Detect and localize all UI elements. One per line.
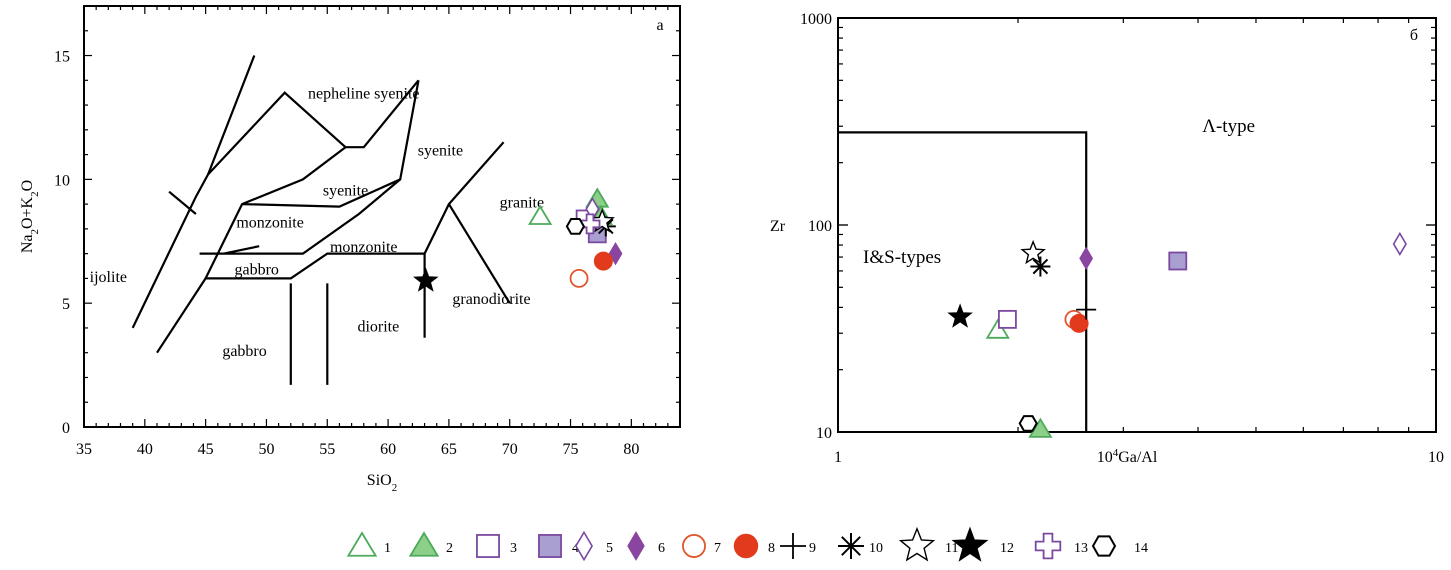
field-boundaries bbox=[838, 131, 1088, 432]
symbol-legend: 1 2 3 4 5 6 7 8 9 10 11 12 13 14 bbox=[346, 526, 1148, 562]
legend-open-diamond-marker bbox=[575, 530, 593, 562]
legend-label: 14 bbox=[1134, 541, 1148, 556]
x-tick-label: 35 bbox=[76, 441, 92, 458]
y-tick-label: 1000 bbox=[800, 11, 832, 28]
x-axis-label: SiO2 bbox=[367, 472, 397, 494]
field-label: granite bbox=[500, 195, 544, 212]
legend-open-hexagon-marker bbox=[1091, 535, 1117, 557]
legend-label: 7 bbox=[714, 541, 721, 556]
field-boundary-line bbox=[242, 80, 420, 208]
legend-label: 2 bbox=[446, 541, 453, 556]
legend-label: 10 bbox=[869, 541, 883, 556]
filled-circle-marker bbox=[593, 251, 613, 271]
field-boundaries bbox=[131, 55, 511, 385]
filled-square-marker bbox=[1168, 251, 1188, 271]
filled-star-marker bbox=[413, 267, 439, 292]
legend-filled-star-marker bbox=[951, 526, 989, 562]
x-tick-label: 40 bbox=[137, 441, 153, 458]
field-boundary-line bbox=[447, 203, 511, 304]
legend-filled-square-marker bbox=[538, 534, 562, 558]
legend-filled-triangle-marker bbox=[408, 531, 440, 557]
legend-label: 8 bbox=[768, 541, 775, 556]
field-boundary-line bbox=[204, 146, 347, 279]
filled-circle-marker bbox=[1069, 313, 1089, 333]
field-boundary-line bbox=[199, 178, 401, 255]
y-tick-label: 5 bbox=[62, 296, 70, 313]
filled-diamond-marker bbox=[1079, 246, 1094, 271]
field-boundary-line bbox=[207, 55, 256, 175]
legend-label: 1 bbox=[384, 541, 391, 556]
field-label: Λ-type bbox=[1202, 116, 1255, 137]
legend-filled-diamond-marker bbox=[627, 531, 645, 561]
legend-label: 13 bbox=[1074, 541, 1088, 556]
field-label: gabbro bbox=[222, 343, 266, 360]
field-label: syenite bbox=[323, 182, 368, 199]
legend-open-circle-marker bbox=[682, 534, 706, 558]
open-triangle-marker bbox=[528, 204, 553, 225]
open-star-marker bbox=[1020, 239, 1046, 265]
legend-label: 6 bbox=[658, 541, 665, 556]
legend-open-cross-marker bbox=[1034, 532, 1062, 560]
x-tick-label: 75 bbox=[563, 441, 579, 458]
y-tick-label: 0 bbox=[62, 420, 70, 437]
field-label: granodiorite bbox=[452, 291, 530, 308]
open-hexagon-marker bbox=[1018, 415, 1038, 432]
plot-frame bbox=[83, 5, 681, 428]
x-axis-label: 104Ga/Al bbox=[1097, 447, 1158, 466]
legend-label: 12 bbox=[1000, 541, 1014, 556]
open-square-marker bbox=[998, 309, 1017, 329]
legend-filled-circle-marker bbox=[733, 533, 759, 559]
field-label: nepheline syenite bbox=[308, 86, 420, 103]
x-tick-label: 45 bbox=[198, 441, 214, 458]
legend-label: 9 bbox=[809, 541, 816, 556]
field-label: ijolite bbox=[90, 269, 127, 286]
x-tick-label: 10 bbox=[1428, 449, 1444, 466]
field-label: monzonite bbox=[236, 214, 304, 231]
x-tick-label: 80 bbox=[623, 441, 639, 458]
y-axis-label: Zr bbox=[770, 218, 786, 235]
y-tick-label: 10 bbox=[54, 172, 70, 189]
x-tick-label: 60 bbox=[380, 441, 396, 458]
legend-label: 11 bbox=[945, 541, 958, 556]
legend-label: 4 bbox=[572, 541, 579, 556]
x-tick-label: 55 bbox=[319, 441, 335, 458]
filled-star-marker bbox=[947, 303, 973, 328]
legend-label: 5 bbox=[606, 541, 613, 556]
field-boundary-line bbox=[223, 245, 260, 255]
field-label: diorite bbox=[357, 318, 399, 335]
panel-label-b: б bbox=[1410, 27, 1418, 44]
legend-asterisk-marker bbox=[838, 533, 864, 559]
field-label: syenite bbox=[418, 143, 463, 160]
open-hexagon-marker bbox=[565, 218, 586, 235]
legend-open-square-marker bbox=[476, 534, 500, 558]
tas-diagram-panel: 35 40 45 50 55 60 65 70 75 80 0 5 10 15 SiO2 Na2O+K2O a n… bbox=[19, 5, 681, 494]
plot-frame bbox=[837, 17, 1437, 433]
x-tick-label: 50 bbox=[258, 441, 274, 458]
x-tick-label: 1 bbox=[834, 449, 842, 466]
legend-label: 3 bbox=[510, 541, 517, 556]
y-tick-label: 10 bbox=[816, 425, 832, 442]
open-diamond-marker bbox=[1392, 231, 1407, 257]
panel-label-a: a bbox=[656, 17, 663, 34]
x-tick-label: 65 bbox=[441, 441, 457, 458]
asterisk-marker bbox=[1030, 256, 1051, 277]
field-boundary-line bbox=[131, 79, 420, 329]
plus-marker bbox=[1076, 299, 1097, 320]
field-label: gabbro bbox=[234, 262, 278, 279]
y-tick-label: 15 bbox=[54, 49, 70, 66]
x-tick-label: 70 bbox=[502, 441, 518, 458]
open-triangle-marker bbox=[985, 318, 1010, 339]
field-boundary-line bbox=[168, 190, 197, 215]
field-label: monzonite bbox=[330, 239, 398, 256]
field-label: I&S-types bbox=[863, 247, 941, 268]
legend-plus-marker bbox=[780, 533, 806, 559]
a-type-boundary-line bbox=[838, 131, 1088, 432]
open-circle-marker bbox=[569, 269, 589, 288]
y-tick-label: 100 bbox=[808, 218, 832, 235]
legend-open-triangle-marker bbox=[346, 531, 378, 557]
y-axis-label: Na2O+K2O bbox=[19, 180, 41, 253]
legend-open-star-marker bbox=[898, 526, 936, 562]
